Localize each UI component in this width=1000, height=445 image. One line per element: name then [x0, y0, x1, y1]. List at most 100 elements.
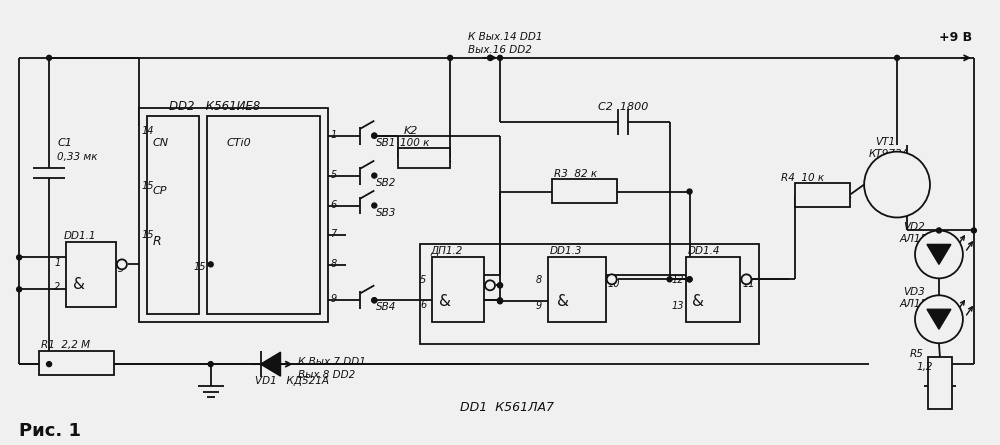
- Circle shape: [498, 283, 502, 288]
- Text: 7: 7: [330, 230, 337, 239]
- Text: 8: 8: [330, 259, 337, 269]
- Text: 5: 5: [420, 275, 426, 285]
- Text: 5: 5: [330, 170, 337, 180]
- Polygon shape: [927, 244, 951, 264]
- Text: DD1.3: DD1.3: [550, 247, 582, 256]
- Bar: [420, 244, 759, 344]
- Text: CTi0: CTi0: [227, 138, 251, 148]
- Circle shape: [895, 55, 900, 61]
- Text: SB2: SB2: [376, 178, 397, 188]
- Text: ДП1.2: ДП1.2: [430, 247, 463, 256]
- Circle shape: [498, 299, 502, 304]
- Bar: [139, 108, 328, 322]
- Bar: [432, 257, 484, 322]
- Text: &: &: [692, 294, 704, 309]
- Bar: [66, 243, 116, 307]
- Text: 0,33 мк: 0,33 мк: [57, 152, 98, 162]
- Circle shape: [687, 277, 692, 282]
- Text: +9 В: +9 В: [939, 31, 972, 44]
- Circle shape: [372, 298, 377, 303]
- Text: SB3: SB3: [376, 207, 397, 218]
- Text: VD1   КД521А: VD1 КД521А: [255, 376, 329, 386]
- Text: 1: 1: [330, 129, 337, 140]
- Text: R5: R5: [910, 349, 924, 359]
- Text: 10: 10: [608, 279, 620, 289]
- Text: SB4: SB4: [376, 302, 397, 312]
- Text: Рис. 1: Рис. 1: [19, 422, 81, 440]
- Text: 14: 14: [142, 125, 154, 136]
- Text: 9: 9: [536, 301, 542, 312]
- Bar: [552, 178, 617, 202]
- Circle shape: [17, 255, 22, 260]
- Text: АЛ156А: АЛ156А: [899, 235, 941, 244]
- Text: VD2: VD2: [903, 222, 925, 232]
- Circle shape: [117, 259, 127, 269]
- Text: C1: C1: [57, 138, 72, 148]
- Text: CP: CP: [153, 186, 167, 195]
- Circle shape: [741, 275, 751, 284]
- Circle shape: [17, 287, 22, 292]
- Text: DD2   К561ИЕ8: DD2 К561ИЕ8: [169, 100, 260, 113]
- Circle shape: [864, 152, 930, 218]
- Circle shape: [448, 55, 453, 61]
- Text: VT1: VT1: [875, 137, 895, 147]
- Text: 100 к: 100 к: [400, 138, 430, 148]
- Bar: [207, 116, 320, 314]
- Text: 11: 11: [742, 279, 755, 289]
- Text: DD1.4: DD1.4: [688, 247, 720, 256]
- Circle shape: [498, 55, 502, 61]
- Text: 13: 13: [672, 301, 684, 312]
- Text: SB1: SB1: [376, 138, 397, 148]
- Text: 15: 15: [193, 263, 206, 272]
- Text: DD1  К561ЛА7: DD1 К561ЛА7: [460, 401, 554, 414]
- Text: R: R: [153, 235, 161, 248]
- Bar: [147, 116, 199, 314]
- Text: R3  82 к: R3 82 к: [554, 169, 597, 178]
- Text: К Вых.7 DD1: К Вых.7 DD1: [298, 357, 366, 367]
- Text: DD1.1: DD1.1: [64, 231, 97, 242]
- Text: КТ973А: КТ973А: [869, 149, 910, 159]
- Text: C2  1800: C2 1800: [598, 102, 648, 112]
- Circle shape: [936, 228, 941, 233]
- Circle shape: [372, 133, 377, 138]
- Text: K2: K2: [403, 125, 418, 136]
- Circle shape: [687, 277, 692, 282]
- Circle shape: [47, 55, 52, 61]
- Circle shape: [488, 55, 493, 61]
- Text: R1  2,2 М: R1 2,2 М: [41, 340, 90, 350]
- Bar: [686, 257, 740, 322]
- Circle shape: [372, 203, 377, 208]
- Bar: [398, 148, 450, 168]
- Circle shape: [208, 262, 213, 267]
- Text: АЛ156А: АЛ156А: [899, 299, 941, 309]
- Circle shape: [607, 275, 617, 284]
- Circle shape: [971, 228, 976, 233]
- Text: 1,2: 1,2: [916, 362, 933, 372]
- Circle shape: [372, 298, 377, 303]
- Circle shape: [498, 298, 502, 303]
- Circle shape: [667, 277, 672, 282]
- Text: 6: 6: [420, 300, 426, 310]
- Circle shape: [687, 189, 692, 194]
- Text: 6: 6: [330, 199, 337, 210]
- Text: CN: CN: [153, 138, 169, 148]
- Bar: [39, 351, 114, 375]
- Polygon shape: [927, 309, 951, 329]
- Text: &: &: [439, 294, 451, 309]
- Text: 9: 9: [330, 294, 337, 304]
- Text: 15: 15: [142, 231, 154, 240]
- Text: &: &: [73, 277, 85, 292]
- Polygon shape: [261, 352, 281, 376]
- Circle shape: [485, 280, 495, 290]
- Text: 12: 12: [672, 275, 684, 285]
- Circle shape: [372, 133, 377, 138]
- Bar: [548, 257, 606, 322]
- Text: 1: 1: [54, 259, 60, 268]
- Circle shape: [47, 362, 52, 367]
- Text: Вых.8 DD2: Вых.8 DD2: [298, 370, 356, 380]
- Text: R4  10 к: R4 10 к: [781, 173, 824, 182]
- Bar: [795, 182, 850, 206]
- Circle shape: [208, 362, 213, 367]
- Text: К Вых.14 DD1: К Вых.14 DD1: [468, 32, 543, 42]
- Bar: [928, 357, 952, 409]
